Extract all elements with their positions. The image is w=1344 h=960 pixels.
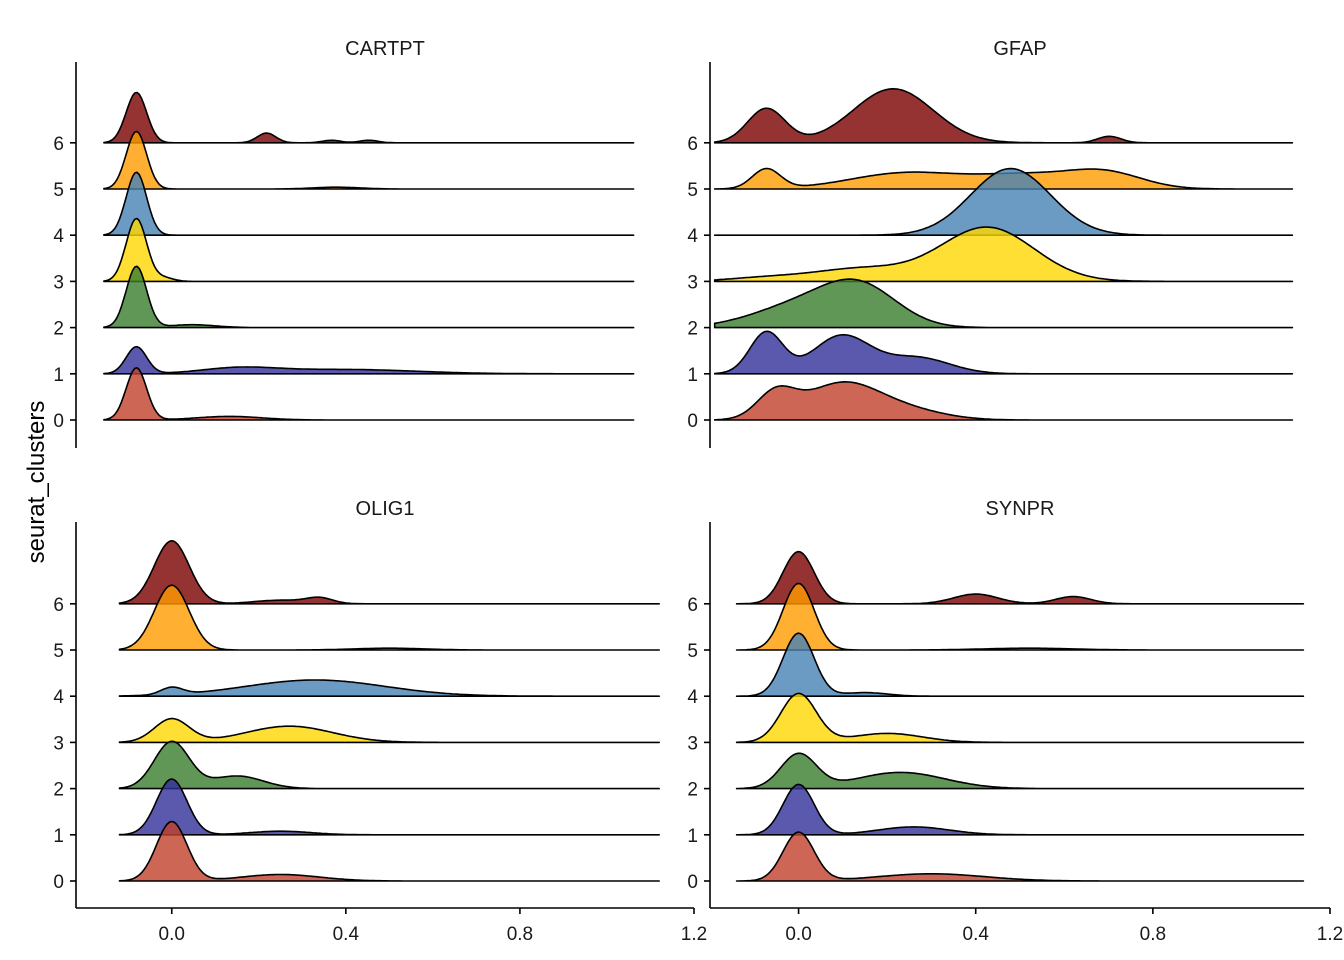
y-tick-label: 6 — [687, 134, 698, 155]
ridge-olig1-cluster-2 — [118, 740, 660, 790]
y-tick-label: 1 — [687, 826, 698, 847]
y-tick-label: 3 — [687, 272, 698, 293]
ridge-gfap-cluster-6 — [713, 88, 1294, 144]
x-tick-label: 1.2 — [681, 924, 707, 945]
y-tick-label: 5 — [53, 180, 64, 201]
ridge-olig1-cluster-5 — [118, 584, 660, 651]
y-tick-label: 4 — [687, 226, 698, 247]
ridge-cartpt-cluster-4 — [103, 171, 635, 236]
ridge-cartpt-cluster-0 — [103, 367, 635, 421]
ridge-cartpt-cluster-5 — [103, 130, 635, 190]
y-axis-title: seurat_clusters — [23, 401, 50, 564]
ridge-synpr-cluster-4 — [735, 632, 1305, 697]
ridge-olig1-cluster-4 — [118, 679, 660, 697]
ridge-cartpt-cluster-6 — [103, 91, 635, 144]
y-tick-label: 0 — [53, 872, 64, 893]
y-tick-label: 1 — [53, 826, 64, 847]
y-tick-label: 3 — [53, 272, 64, 293]
ridge-cartpt-cluster-1 — [103, 345, 635, 375]
facet-title: GFAP — [993, 38, 1046, 60]
facet-title: SYNPR — [986, 498, 1055, 520]
y-tick-label: 4 — [53, 226, 64, 247]
x-tick-label: 1.2 — [1317, 924, 1343, 945]
ridge-cartpt-cluster-3 — [103, 217, 635, 283]
ridge-gfap-cluster-0 — [713, 381, 1294, 421]
ridge-cartpt-cluster-2 — [103, 265, 635, 329]
y-tick-label: 1 — [687, 365, 698, 386]
facet-cartpt: CARTPT 0 1 2 3 4 5 6 — [53, 38, 635, 448]
y-tick-label: 5 — [687, 180, 698, 201]
ridge-olig1-cluster-0 — [118, 820, 660, 882]
facet-gfap: GFAP 0 1 2 3 4 5 6 — [687, 38, 1294, 448]
facet-olig1: OLIG1 0 1 2 3 4 5 6 0.0 0.4 0.8 1.2 — [53, 498, 707, 945]
y-tick-label: 2 — [53, 319, 64, 340]
ridge-synpr-cluster-2 — [735, 752, 1305, 790]
ridge-gfap-cluster-1 — [713, 330, 1294, 375]
ridge-synpr-cluster-3 — [735, 692, 1305, 744]
ridge-gfap-cluster-3 — [713, 226, 1294, 283]
y-tick-label: 4 — [53, 687, 64, 708]
x-tick-label: 0.0 — [785, 924, 811, 945]
x-tick-label: 0.8 — [507, 924, 533, 945]
y-tick-label: 5 — [687, 641, 698, 662]
ridge-olig1-cluster-3 — [118, 717, 660, 744]
y-tick-label: 6 — [53, 134, 64, 155]
ridge-gfap-cluster-4 — [713, 167, 1294, 236]
facet-title: CARTPT — [345, 38, 425, 60]
x-tick-label: 0.4 — [333, 924, 360, 945]
y-tick-label: 2 — [687, 780, 698, 801]
ridge-synpr-cluster-1 — [735, 783, 1305, 836]
ridge-synpr-cluster-0 — [735, 831, 1305, 882]
facet-title: OLIG1 — [356, 498, 415, 520]
y-tick-label: 2 — [687, 319, 698, 340]
y-tick-label: 0 — [687, 872, 698, 893]
y-tick-label: 1 — [53, 365, 64, 386]
y-tick-label: 3 — [53, 733, 64, 754]
y-tick-label: 5 — [53, 641, 64, 662]
y-tick-label: 4 — [687, 687, 698, 708]
y-tick-label: 0 — [687, 411, 698, 432]
y-tick-label: 2 — [53, 780, 64, 801]
x-tick-label: 0.4 — [963, 924, 990, 945]
ridge-olig1-cluster-6 — [118, 540, 660, 605]
y-tick-label: 3 — [687, 733, 698, 754]
y-tick-label: 6 — [687, 595, 698, 616]
x-tick-label: 0.0 — [159, 924, 185, 945]
ridge-synpr-cluster-6 — [735, 550, 1305, 605]
y-tick-label: 6 — [53, 595, 64, 616]
y-tick-label: 0 — [53, 411, 64, 432]
ridge-gfap-cluster-2 — [713, 278, 1294, 329]
x-tick-label: 0.8 — [1140, 924, 1166, 945]
facet-synpr: SYNPR 0 1 2 3 4 5 6 0.0 0.4 0.8 1.2 — [687, 498, 1343, 945]
